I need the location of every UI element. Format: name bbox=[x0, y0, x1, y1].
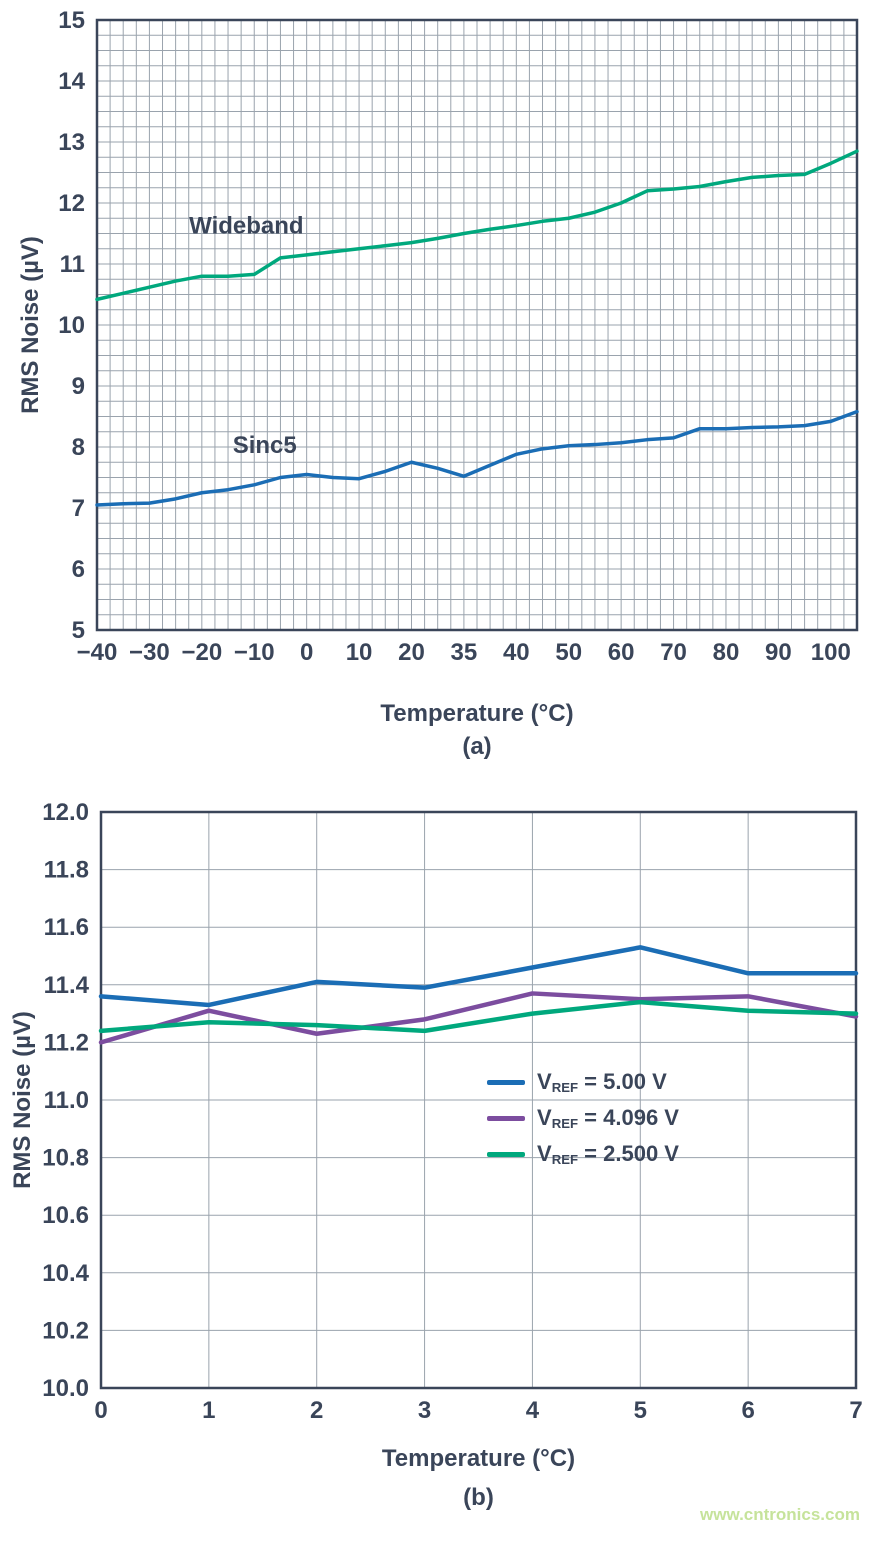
series-line-wideband bbox=[95, 149, 859, 302]
x-tick-label: −10 bbox=[234, 639, 275, 666]
x-tick-label: 0 bbox=[300, 639, 313, 666]
y-tick-label: 9 bbox=[72, 373, 85, 400]
series-line-vref-=-5.00-v bbox=[98, 945, 859, 1008]
x-tick-label: 4 bbox=[526, 1397, 540, 1424]
y-tick-label: 13 bbox=[58, 129, 85, 156]
x-tick-label: 1 bbox=[202, 1397, 215, 1424]
x-tick-label: 60 bbox=[608, 639, 635, 666]
y-tick-label: 11.4 bbox=[44, 972, 90, 999]
y-tick-label: 10.2 bbox=[42, 1317, 89, 1344]
watermark: www.cntronics.com bbox=[700, 1505, 860, 1524]
y-tick-label: 10.6 bbox=[42, 1202, 89, 1229]
y-tick-label: 10.8 bbox=[42, 1145, 89, 1172]
y-tick-label: 14 bbox=[58, 68, 85, 95]
y-tick-label: 15 bbox=[58, 7, 85, 34]
chart-b-x-axis-label: Temperature (°C) bbox=[381, 1445, 576, 1472]
x-tick-label: −30 bbox=[129, 639, 170, 666]
y-tick-label: 11.8 bbox=[44, 857, 89, 884]
y-tick-label: 12 bbox=[58, 190, 85, 217]
plot-border bbox=[95, 18, 859, 632]
series-line-vref-=-2.500-v bbox=[98, 999, 859, 1034]
y-tick-label: 10.0 bbox=[42, 1375, 89, 1402]
series-line-vref-=-4.096-v bbox=[98, 991, 859, 1045]
x-tick-label: 0 bbox=[94, 1397, 107, 1424]
y-tick-label: 8 bbox=[72, 434, 85, 461]
x-tick-label: 7 bbox=[849, 1397, 862, 1424]
legend-swatch bbox=[487, 1115, 525, 1121]
series-annotation: Sinc5 bbox=[233, 432, 297, 459]
legend-swatch bbox=[487, 1151, 525, 1157]
series-line-sinc5 bbox=[95, 409, 859, 507]
series-annotation: Wideband bbox=[189, 213, 303, 240]
chart-b-block: 0 1 2 3 4 5 6 7 10.0 10.2 10.4 10.6 10.8 11.0 11.2 11.4… bbox=[0, 795, 874, 1541]
legend-label: VREF = 2.500 V bbox=[537, 1141, 679, 1167]
y-tick-label: 5 bbox=[72, 617, 85, 644]
y-tick-label: 11.0 bbox=[44, 1087, 89, 1114]
chart-a-caption: (a) bbox=[462, 733, 492, 760]
chart-a-x-axis-label: Temperature (°C) bbox=[380, 700, 574, 727]
x-tick-label: −20 bbox=[181, 639, 222, 666]
chart-b-caption: (b) bbox=[463, 1484, 494, 1511]
legend-swatch bbox=[487, 1079, 525, 1085]
legend-item: VREF = 5.00 V bbox=[487, 1068, 679, 1096]
x-tick-label: 70 bbox=[660, 639, 687, 666]
x-tick-label: 20 bbox=[398, 639, 425, 666]
x-tick-label: 6 bbox=[741, 1397, 754, 1424]
x-tick-label: 2 bbox=[310, 1397, 323, 1424]
chart-a-block: −40 −30 −20 −10 0 10 20 35 40 50 60 70 80 90 100 5 6 7 8 9 1… bbox=[17, 7, 859, 760]
x-tick-label: −40 bbox=[77, 639, 118, 666]
x-tick-label: 90 bbox=[765, 639, 792, 666]
x-tick-label: 35 bbox=[451, 639, 478, 666]
y-tick-label: 11.6 bbox=[44, 914, 89, 941]
x-tick-label: 10 bbox=[346, 639, 373, 666]
y-tick-label: 12.0 bbox=[42, 799, 89, 826]
x-tick-label: 3 bbox=[418, 1397, 431, 1424]
y-tick-label: 10.4 bbox=[42, 1260, 89, 1287]
x-tick-label: 100 bbox=[811, 639, 851, 666]
y-axis-label: RMS Noise (µV) bbox=[9, 1011, 36, 1189]
chart-b-legend: VREF = 5.00 V VREF = 4.096 V VREF = 2.500 … bbox=[487, 1068, 679, 1168]
legend-label: VREF = 4.096 V bbox=[537, 1105, 679, 1131]
chart-b-plot: 0 1 2 3 4 5 6 7 10.0 10.2 10.4 10.6 10.8 11.0 11.2 11.4… bbox=[9, 799, 863, 1424]
x-tick-label: 50 bbox=[555, 639, 582, 666]
x-tick-label: 40 bbox=[503, 639, 530, 666]
x-tick-label: 5 bbox=[634, 1397, 647, 1424]
y-tick-label: 6 bbox=[72, 556, 85, 583]
y-tick-label: 11.2 bbox=[44, 1029, 89, 1056]
y-tick-label: 7 bbox=[72, 495, 85, 522]
legend-label: VREF = 5.00 V bbox=[537, 1069, 667, 1095]
x-tick-label: 80 bbox=[713, 639, 740, 666]
y-axis-label: RMS Noise (µV) bbox=[17, 236, 44, 414]
y-tick-label: 10 bbox=[58, 312, 85, 339]
chart-a-plot: −40 −30 −20 −10 0 10 20 35 40 50 60 70 80 90 100 5 6 7 8 9 1… bbox=[17, 7, 859, 666]
legend-item: VREF = 2.500 V bbox=[487, 1140, 679, 1168]
plot-border bbox=[99, 810, 858, 1390]
y-tick-label: 11 bbox=[60, 251, 85, 278]
legend-item: VREF = 4.096 V bbox=[487, 1104, 679, 1132]
